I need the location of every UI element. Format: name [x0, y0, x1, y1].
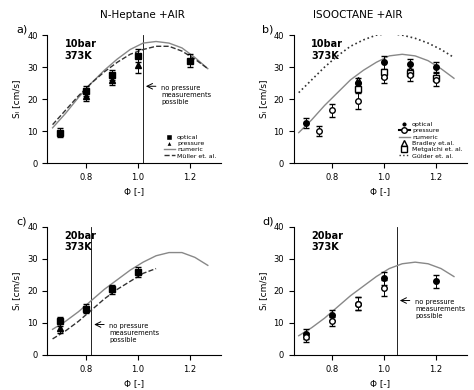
X-axis label: Φ [-]: Φ [-]	[370, 187, 390, 196]
Text: 20bar
373K: 20bar 373K	[65, 231, 97, 252]
Text: c): c)	[16, 217, 27, 227]
X-axis label: Φ [-]: Φ [-]	[124, 187, 144, 196]
Text: no pressure
measurements
possible: no pressure measurements possible	[109, 323, 160, 343]
Text: no pressure
measurements
possible: no pressure measurements possible	[161, 85, 211, 105]
Text: a): a)	[16, 25, 27, 35]
Y-axis label: Sₗ [cm/s]: Sₗ [cm/s]	[12, 80, 21, 118]
Text: ISOOCTANE +AIR: ISOOCTANE +AIR	[313, 10, 402, 20]
Text: N-Heptane +AIR: N-Heptane +AIR	[100, 10, 185, 20]
Y-axis label: Sₗ [cm/s]: Sₗ [cm/s]	[259, 80, 268, 118]
Text: 10bar
373K: 10bar 373K	[65, 39, 97, 60]
Text: b): b)	[262, 25, 273, 35]
Y-axis label: Sₗ [cm/s]: Sₗ [cm/s]	[259, 272, 268, 310]
X-axis label: Φ [-]: Φ [-]	[370, 379, 390, 388]
Y-axis label: Sₗ [cm/s]: Sₗ [cm/s]	[12, 272, 21, 310]
Text: d): d)	[262, 217, 274, 227]
Text: 10bar
373K: 10bar 373K	[311, 39, 343, 60]
Legend: optical, pressure, numeric, Bradley et.al., Metgalchi et. al., Gülder et. al.: optical, pressure, numeric, Bradley et.a…	[398, 121, 464, 160]
X-axis label: Φ [-]: Φ [-]	[124, 379, 144, 388]
Legend: optical, pressure, numeric, Müller et. al.: optical, pressure, numeric, Müller et. a…	[163, 133, 218, 160]
Text: 20bar
373K: 20bar 373K	[311, 231, 343, 252]
Text: no pressure
measurements
possible: no pressure measurements possible	[415, 299, 465, 319]
